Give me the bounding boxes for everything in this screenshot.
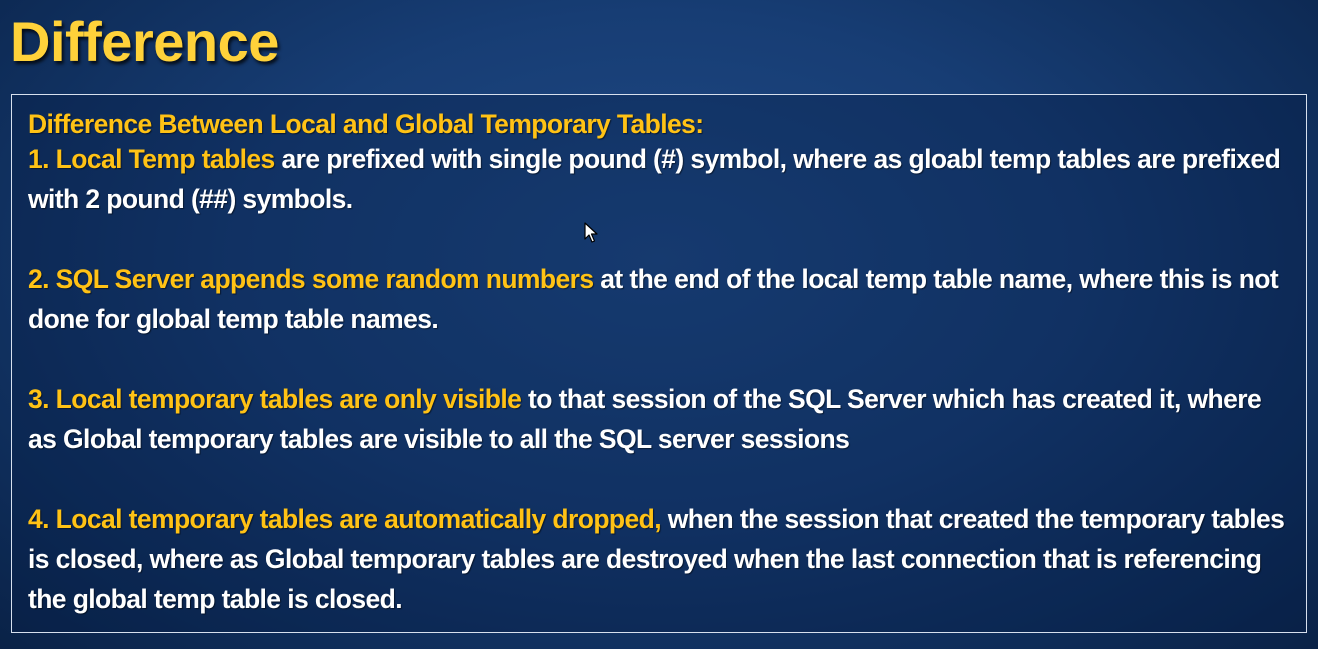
point-1-text: are prefixed with single pound (#) symbo… bbox=[28, 144, 1281, 214]
point-3-highlight: 3. Local temporary tables are only visib… bbox=[28, 384, 522, 414]
point-4-highlight: 4. Local temporary tables are automatica… bbox=[28, 504, 662, 534]
point-3: 3. Local temporary tables are only visib… bbox=[28, 379, 1288, 459]
slide-content: Difference Between Local and Global Temp… bbox=[28, 109, 1288, 619]
point-1: 1. Local Temp tables are prefixed with s… bbox=[28, 139, 1288, 219]
point-1-highlight: 1. Local Temp tables bbox=[28, 144, 275, 174]
content-box: Difference Between Local and Global Temp… bbox=[11, 94, 1307, 633]
mouse-pointer-icon bbox=[584, 222, 598, 243]
point-3-text: to that session of the SQL Server which … bbox=[28, 384, 1262, 454]
point-4-text: when the session that created the tempor… bbox=[28, 504, 1285, 614]
point-2-text: at the end of the local temp table name,… bbox=[28, 264, 1279, 334]
point-4: 4. Local temporary tables are automatica… bbox=[28, 499, 1288, 619]
point-2-highlight: 2. SQL Server appends some random number… bbox=[28, 264, 594, 294]
slide-title: Difference bbox=[10, 10, 279, 73]
point-2: 2. SQL Server appends some random number… bbox=[28, 259, 1288, 339]
content-heading: Difference Between Local and Global Temp… bbox=[28, 109, 704, 139]
